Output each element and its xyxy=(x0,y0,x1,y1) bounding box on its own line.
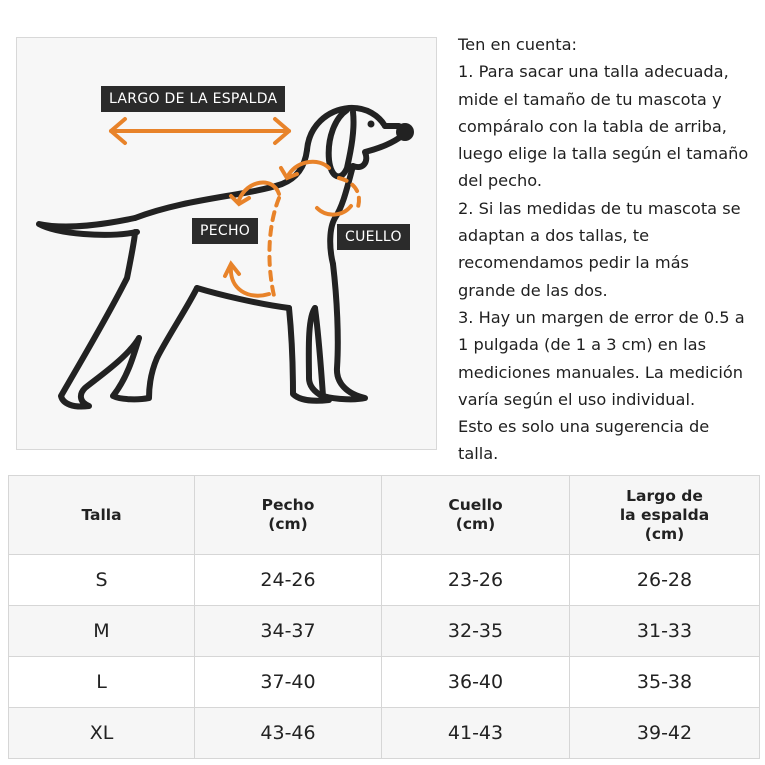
notes-line: Ten en cuenta: xyxy=(458,35,577,54)
header-chest: Pecho (cm) xyxy=(194,475,382,555)
cell-chest: 37-40 xyxy=(194,656,382,708)
nose-icon xyxy=(396,123,414,141)
cell-neck: 36-40 xyxy=(381,656,570,708)
notes-line: adaptan a dos tallas, te xyxy=(458,226,650,246)
table-header-row: Talla Pecho (cm) Cuello (cm) Largo de la… xyxy=(8,475,760,555)
sizing-notes: Ten en cuenta: 1. Para sacar una talla a… xyxy=(458,31,763,468)
table-row: XL 43-46 41-43 39-42 xyxy=(8,707,760,759)
back-length-label: LARGO DE LA ESPALDA xyxy=(101,86,286,112)
notes-line: luego elige la talla según el tamaño xyxy=(458,144,749,164)
table-row: M 34-37 32-35 31-33 xyxy=(8,605,760,657)
back-length-arrow xyxy=(109,117,291,145)
header-neck: Cuello (cm) xyxy=(381,475,570,555)
notes-line: 2. Si las medidas de tu mascota se xyxy=(458,198,741,218)
notes-line: compáralo con la tabla de arriba, xyxy=(458,116,727,136)
cell-back-length: 39-42 xyxy=(569,707,760,759)
notes-line: mediciones manuales. La medición xyxy=(458,362,744,382)
cell-back-length: 31-33 xyxy=(569,605,760,657)
cell-size: S xyxy=(8,554,195,606)
neck-measurement xyxy=(279,159,361,217)
notes-line: grande de las dos. xyxy=(458,280,608,300)
notes-line: recomendamos pedir la más xyxy=(458,253,689,273)
header-back-length: Largo de la espalda (cm) xyxy=(569,475,760,555)
notes-line: 1. Para sacar una talla adecuada, xyxy=(458,62,729,82)
notes-line: 1 pulgada (de 1 a 3 cm) en las xyxy=(458,335,707,355)
notes-line: mide el tamaño de tu mascota y xyxy=(458,89,722,109)
cell-chest: 24-26 xyxy=(194,554,382,606)
chest-label: PECHO xyxy=(192,218,259,244)
chest-measurement xyxy=(223,180,281,302)
notes-line: Esto es solo una sugerencia de xyxy=(458,417,710,437)
cell-size: XL xyxy=(8,707,195,759)
cell-neck: 23-26 xyxy=(381,554,570,606)
dog-measurement-diagram: LARGO DE LA ESPALDA PECHO CUELLO xyxy=(16,37,437,450)
cell-neck: 32-35 xyxy=(381,605,570,657)
cell-neck: 41-43 xyxy=(381,707,570,759)
cell-back-length: 35-38 xyxy=(569,656,760,708)
size-chart-table: Talla Pecho (cm) Cuello (cm) Largo de la… xyxy=(8,475,760,759)
dog-outline xyxy=(36,104,402,410)
table-row: L 37-40 36-40 35-38 xyxy=(8,656,760,708)
notes-line: del pecho. xyxy=(458,171,543,191)
cell-chest: 43-46 xyxy=(194,707,382,759)
cell-size: L xyxy=(8,656,195,708)
dog-illustration xyxy=(36,104,414,410)
table-row: S 24-26 23-26 26-28 xyxy=(8,554,760,606)
cell-size: M xyxy=(8,605,195,657)
cell-chest: 34-37 xyxy=(194,605,382,657)
notes-line: talla. xyxy=(458,444,499,464)
notes-line: varía según el uso individual. xyxy=(458,389,696,409)
eye-icon xyxy=(367,120,375,128)
cell-back-length: 26-28 xyxy=(569,554,760,606)
header-size: Talla xyxy=(8,475,195,555)
notes-line: 3. Hay un margen de error de 0.5 a xyxy=(458,307,745,327)
neck-label: CUELLO xyxy=(337,224,410,250)
